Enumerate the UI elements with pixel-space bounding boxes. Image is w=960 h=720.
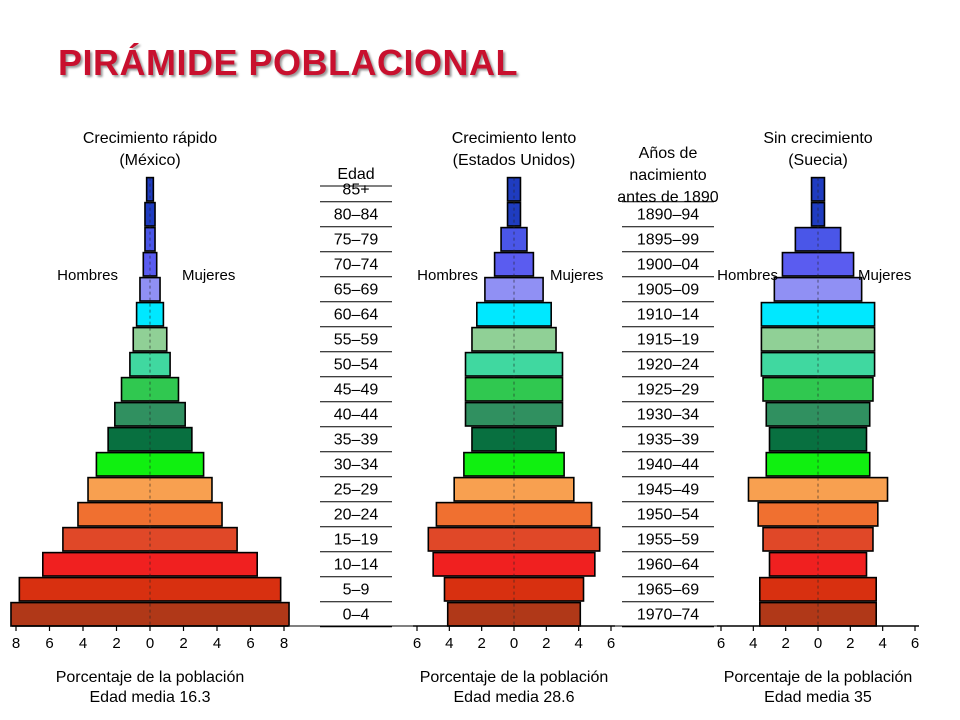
- pyramid-caption: Crecimiento lento: [452, 130, 577, 147]
- age-band-bar: [773, 276, 863, 302]
- page-title: PIRÁMIDE POBLACIONAL: [58, 42, 518, 83]
- tick-label: 8: [280, 635, 288, 652]
- age-band-bar: [107, 426, 193, 452]
- birth-years-label: 1920–24: [637, 356, 699, 373]
- birth-years-label: 1945–49: [637, 481, 699, 498]
- tick-label: 2: [781, 635, 789, 652]
- pyramid-caption: Crecimiento rápido: [83, 130, 217, 147]
- age-group-label: 25–29: [334, 481, 379, 498]
- birth-years-header: Años de: [639, 145, 698, 162]
- age-group-label: 55–59: [334, 331, 379, 348]
- tick-label: 0: [510, 635, 518, 652]
- birth-years-header: antes de 1890: [617, 189, 719, 206]
- tick-label: 4: [749, 635, 757, 652]
- age-band-bar: [18, 576, 282, 602]
- age-group-label: 20–24: [334, 506, 379, 523]
- age-group-label: 75–79: [334, 231, 379, 248]
- tick-label: 8: [12, 635, 20, 652]
- birth-years-label: 1895–99: [637, 231, 699, 248]
- median-age-label: Edad media 28.6: [454, 689, 575, 706]
- age-band-bar: [765, 451, 871, 477]
- age-group-label: 0–4: [343, 606, 370, 623]
- age-band-bar: [95, 451, 205, 477]
- tick-label: 6: [607, 635, 615, 652]
- birth-years-label: 1890–94: [637, 206, 699, 223]
- pyramid-caption: (México): [119, 152, 180, 169]
- axis-label: Porcentaje de la población: [724, 669, 913, 686]
- tick-label: 6: [246, 635, 254, 652]
- age-group-label: 5–9: [343, 581, 370, 598]
- pyramid-caption: Sin crecimiento: [763, 130, 872, 147]
- median-age-label: Edad media 16.3: [90, 689, 211, 706]
- tick-label: 6: [45, 635, 53, 652]
- tick-label: 0: [814, 635, 822, 652]
- age-group-label: 70–74: [334, 256, 379, 273]
- age-group-label: 85+: [342, 181, 369, 198]
- age-column-header: Edad: [337, 166, 374, 183]
- age-band-bar: [443, 576, 585, 602]
- median-age-label: Edad media 35: [764, 689, 872, 706]
- age-band-bar: [484, 276, 544, 302]
- axis-label: Porcentaje de la población: [56, 669, 245, 686]
- tick-label: 6: [413, 635, 421, 652]
- birth-years-header: nacimiento: [629, 167, 706, 184]
- tick-label: 4: [79, 635, 87, 652]
- women-label: Mujeres: [550, 267, 603, 284]
- age-group-label: 50–54: [334, 356, 379, 373]
- birth-years-label: 1930–34: [637, 406, 699, 423]
- age-band-bar: [139, 276, 161, 302]
- birth-years-label: 1935–39: [637, 431, 699, 448]
- age-band-bar: [760, 301, 876, 327]
- age-group-label: 60–64: [334, 306, 379, 323]
- women-label: Mujeres: [858, 267, 911, 284]
- men-label: Hombres: [717, 267, 778, 284]
- birth-years-label: 1970–74: [637, 606, 699, 623]
- pyramid-caption: (Suecia): [788, 152, 848, 169]
- age-group-label: 30–34: [334, 456, 379, 473]
- birth-years-label: 1915–19: [637, 331, 699, 348]
- age-band-bar: [135, 301, 165, 327]
- birth-years-label: 1925–29: [637, 381, 699, 398]
- tick-label: 4: [574, 635, 582, 652]
- women-label: Mujeres: [182, 267, 235, 284]
- birth-years-label: 1905–09: [637, 281, 699, 298]
- age-band-bar: [476, 301, 552, 327]
- birth-years-label: 1910–14: [637, 306, 699, 323]
- tick-label: 6: [911, 635, 919, 652]
- age-group-label: 45–49: [334, 381, 379, 398]
- men-label: Hombres: [57, 267, 118, 284]
- age-group-label: 10–14: [334, 556, 379, 573]
- age-group-label: 15–19: [334, 531, 379, 548]
- birth-years-label: 1900–04: [637, 256, 699, 273]
- tick-label: 4: [878, 635, 886, 652]
- birth-years-label: 1960–64: [637, 556, 699, 573]
- age-band-bar: [463, 451, 565, 477]
- birth-years-label: 1950–54: [637, 506, 699, 523]
- age-band-bar: [758, 576, 877, 602]
- birth-years-label: 1940–44: [637, 456, 699, 473]
- age-group-label: 80–84: [334, 206, 379, 223]
- birth-years-label: 1955–59: [637, 531, 699, 548]
- tick-label: 0: [146, 635, 154, 652]
- tick-label: 4: [445, 635, 453, 652]
- tick-label: 2: [112, 635, 120, 652]
- axis-label: Porcentaje de la población: [420, 669, 609, 686]
- tick-label: 2: [542, 635, 550, 652]
- age-group-label: 35–39: [334, 431, 379, 448]
- age-band-bar: [471, 426, 557, 452]
- men-label: Hombres: [417, 267, 478, 284]
- birth-years-label: 1965–69: [637, 581, 699, 598]
- pyramid-caption: (Estados Unidos): [453, 152, 576, 169]
- age-group-label: 40–44: [334, 406, 379, 423]
- tick-label: 2: [179, 635, 187, 652]
- age-band-bar: [768, 426, 868, 452]
- tick-label: 2: [477, 635, 485, 652]
- tick-label: 2: [846, 635, 854, 652]
- age-group-label: 65–69: [334, 281, 379, 298]
- tick-label: 4: [213, 635, 221, 652]
- tick-label: 6: [717, 635, 725, 652]
